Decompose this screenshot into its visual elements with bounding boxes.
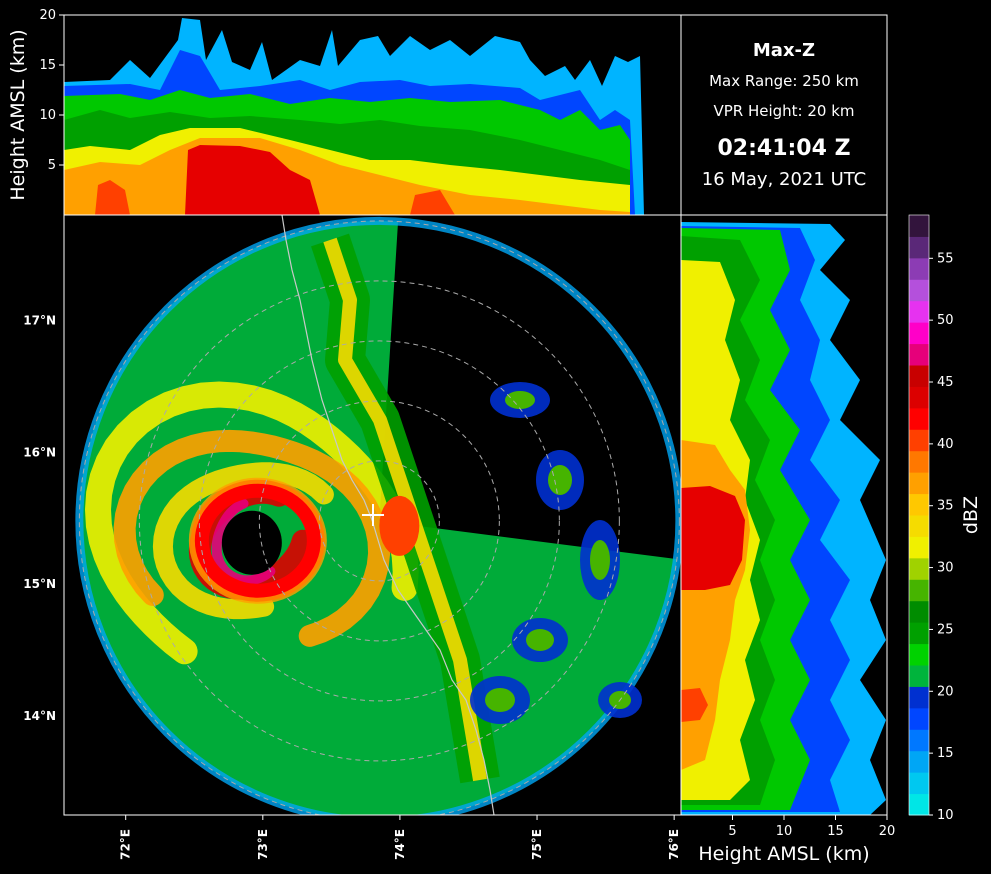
top-profile-echo-red-2	[95, 180, 455, 215]
colorbar-segment	[909, 750, 929, 773]
eyewall	[190, 479, 325, 602]
range-rings	[78, 220, 680, 815]
colorbar-axis: 10 15 20 25 30 35 40 45 50 55	[929, 251, 954, 823]
colorbar-segment	[909, 536, 929, 559]
top-profile-y-axis: 5 10 15 20	[39, 8, 64, 173]
colorbar-segment	[909, 386, 929, 409]
colorbar-segment	[909, 236, 929, 259]
dbz-colorbar	[909, 215, 929, 816]
colorbar-segment	[909, 279, 929, 302]
convective-cell-core	[505, 391, 535, 409]
colorbar-segment	[909, 472, 929, 495]
colorbar-segment	[909, 643, 929, 666]
convective-cell-core	[590, 540, 610, 580]
colorbar-segment	[909, 622, 929, 645]
scan-date: 16 May, 2021 UTC	[702, 169, 867, 190]
colorbar-tick-label: 55	[937, 251, 954, 266]
colorbar-segment	[909, 600, 929, 623]
colorbar-tick-label: 40	[937, 437, 954, 452]
rain-band	[113, 429, 391, 647]
colorbar-segment	[909, 557, 929, 580]
colorbar-tick-label: 25	[937, 622, 954, 637]
latitude-tick-label: 14°N	[23, 709, 56, 723]
eyewall-outer	[188, 477, 327, 604]
right-profile-echo-red	[681, 486, 745, 590]
latitude-tick-label: 17°N	[23, 313, 56, 327]
longitude-tick-label: 74°E	[393, 829, 407, 860]
colorbar-tick-label: 50	[937, 313, 954, 328]
top-profile-tick-label: 15	[39, 58, 56, 73]
right-profile-tick-label: 10	[776, 824, 793, 839]
right-profile-panel	[681, 215, 887, 815]
colorbar-segment	[909, 493, 929, 516]
max-range-label: Max Range: 250 km	[709, 72, 859, 90]
colorbar-segment	[909, 665, 929, 687]
convective-cell-core	[526, 629, 554, 651]
latitude-axis: 14°N 15°N 16°N 17°N	[23, 313, 56, 723]
colorbar-segment	[909, 772, 929, 795]
convective-cell-core	[548, 465, 572, 495]
latitude-tick-label: 16°N	[23, 445, 56, 459]
right-profile-x-axis-label: Height AMSL (km)	[698, 843, 869, 865]
range-ring	[78, 220, 680, 815]
scan-time: 02:41:04 Z	[717, 136, 850, 161]
colorbar-tick-label: 45	[937, 375, 954, 390]
colorbar-segment	[909, 300, 929, 323]
colorbar-segment	[909, 450, 929, 473]
radar-site-marker	[362, 504, 384, 526]
range-ring	[138, 280, 620, 762]
colorbar-segment	[909, 579, 929, 602]
convective-cell-core	[485, 688, 515, 712]
range-ring	[198, 340, 560, 702]
colorbar-segment	[909, 707, 929, 730]
colorbar-segment	[909, 729, 929, 752]
colorbar-segment	[909, 322, 929, 345]
longitude-tick-label: 76°E	[667, 829, 681, 860]
right-profile-tick-label: 15	[827, 824, 844, 839]
colorbar-segment	[909, 215, 929, 237]
cyclone-eye	[221, 510, 282, 575]
right-profile-tick-label: 20	[879, 824, 896, 839]
rain-band	[152, 462, 334, 620]
colorbar-segment	[909, 686, 929, 709]
range-ring	[318, 460, 440, 582]
colorbar-segment	[909, 365, 929, 387]
right-profile-x-axis: 5 10 15 20	[728, 815, 895, 839]
right-profile-tick-label: 5	[728, 824, 736, 839]
colorbar-segment	[909, 429, 929, 452]
colorbar-frame	[908, 214, 930, 816]
longitude-axis: 72°E 73°E 74°E 75°E 76°E	[119, 815, 681, 860]
colorbar-tick-label: 20	[937, 684, 954, 699]
colorbar-tick-label: 15	[937, 746, 954, 761]
colorbar-label: dBZ	[960, 496, 982, 534]
longitude-tick-label: 73°E	[256, 829, 270, 860]
colorbar-segment	[909, 515, 929, 537]
longitude-tick-label: 75°E	[530, 829, 544, 860]
colorbar-segment	[909, 793, 929, 816]
colorbar-segment	[909, 407, 929, 430]
top-profile-tick-label: 10	[39, 108, 56, 123]
rain-band	[211, 498, 276, 586]
near-site-echo	[379, 495, 420, 556]
colorbar-tick-label: 10	[937, 808, 954, 823]
colorbar-tick-label: 35	[937, 499, 954, 514]
top-profile-echo-red	[185, 145, 320, 215]
top-profile-tick-label: 20	[39, 8, 56, 23]
product-title: Max-Z	[753, 40, 815, 61]
top-profile-y-axis-label: Height AMSL (km)	[7, 29, 29, 200]
colorbar-segment	[909, 343, 929, 366]
plan-view-panel	[64, 215, 681, 815]
rain-band	[84, 381, 419, 665]
longitude-tick-label: 72°E	[119, 829, 133, 860]
top-profile-tick-label: 5	[48, 158, 56, 173]
right-profile-echo-red-2	[681, 688, 708, 722]
latitude-tick-label: 15°N	[23, 577, 56, 591]
top-profile-panel	[64, 15, 681, 215]
range-ring	[258, 400, 500, 642]
colorbar-segment	[909, 257, 929, 280]
info-panel-frame	[680, 14, 888, 216]
vpr-height-label: VPR Height: 20 km	[713, 102, 854, 120]
colorbar-tick-label: 30	[937, 561, 954, 576]
